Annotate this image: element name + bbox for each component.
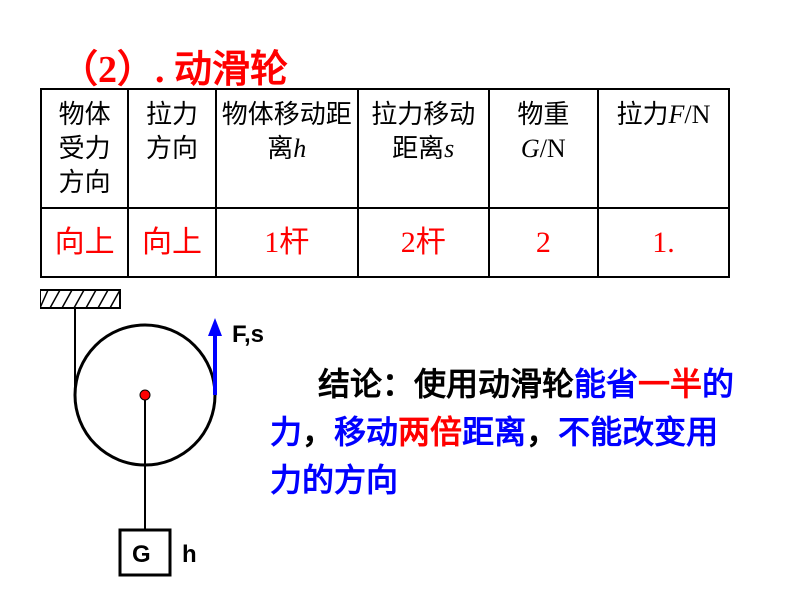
hatch-line: [62, 290, 72, 308]
header-pull-direction: 拉力方向: [128, 89, 215, 208]
conclusion-p1b: 能省: [574, 366, 638, 402]
pulley-svg: F,s G h: [40, 280, 300, 590]
header-c4-symbol: s: [444, 134, 454, 163]
header-c6-text: 拉力: [617, 100, 669, 129]
header-object-distance: 物体移动距离h: [216, 89, 358, 208]
conclusion-p2b: 两倍: [398, 414, 462, 450]
force-arrow-head: [208, 318, 222, 336]
header-c5-text: 物重: [517, 100, 569, 129]
label-f-s: F,s: [232, 321, 264, 348]
header-force-direction: 物体受力方向: [41, 89, 128, 208]
conclusion-p1c: 一半: [638, 366, 702, 402]
pulley-axle: [140, 390, 150, 400]
label-h: h: [182, 541, 197, 568]
cell-weight: 2: [489, 208, 598, 277]
conclusion-p1a: 结论：使用动滑轮: [318, 366, 574, 402]
cell-object-distance: 1杆: [216, 208, 358, 277]
cell-pull-direction: 向上: [128, 208, 215, 277]
pulley-diagram: F,s G h: [40, 280, 280, 580]
hatch-line: [50, 290, 60, 308]
table-header-row: 物体受力方向 拉力方向 物体移动距离h 拉力移动距离s 物重 G/N 拉力F/N: [41, 89, 729, 208]
section-title: （2）. 动滑轮: [60, 38, 288, 93]
header-c4-text: 拉力移动距离: [371, 100, 475, 163]
cell-pull-distance: 2杆: [358, 208, 489, 277]
cell-pull-force: 1.: [598, 208, 729, 277]
hatch-line: [74, 290, 84, 308]
header-c6-unit: /N: [684, 100, 710, 129]
header-c3-text: 物体移动距离: [222, 100, 352, 163]
label-g: G: [132, 541, 151, 568]
cell-force-direction: 向上: [41, 208, 128, 277]
header-pull-distance: 拉力移动距离s: [358, 89, 489, 208]
hatch-line: [98, 290, 108, 308]
conclusion-text: 结论：使用动滑轮能省一半的力，移动两倍距离，不能改变用力的方向: [270, 360, 750, 504]
header-pull-force: 拉力F/N: [598, 89, 729, 208]
header-c6-symbol: F: [669, 100, 685, 129]
header-c5-unit: /N: [540, 134, 566, 163]
conclusion-p2a: 移动: [334, 414, 398, 450]
conclusion-p2c: 距离: [462, 414, 526, 450]
hatch-line: [40, 290, 48, 308]
header-c3-symbol: h: [293, 134, 306, 163]
table-data-row: 向上 向上 1杆 2杆 2 1.: [41, 208, 729, 277]
conclusion-p2d: ，: [526, 414, 558, 450]
hatch-line: [110, 290, 120, 308]
header-weight: 物重 G/N: [489, 89, 598, 208]
hatch-line: [86, 290, 96, 308]
data-table: 物体受力方向 拉力方向 物体移动距离h 拉力移动距离s 物重G/N 拉力F/N …: [40, 88, 730, 278]
conclusion-comma1: ，: [302, 414, 334, 450]
header-c5-symbol: G: [521, 134, 540, 163]
